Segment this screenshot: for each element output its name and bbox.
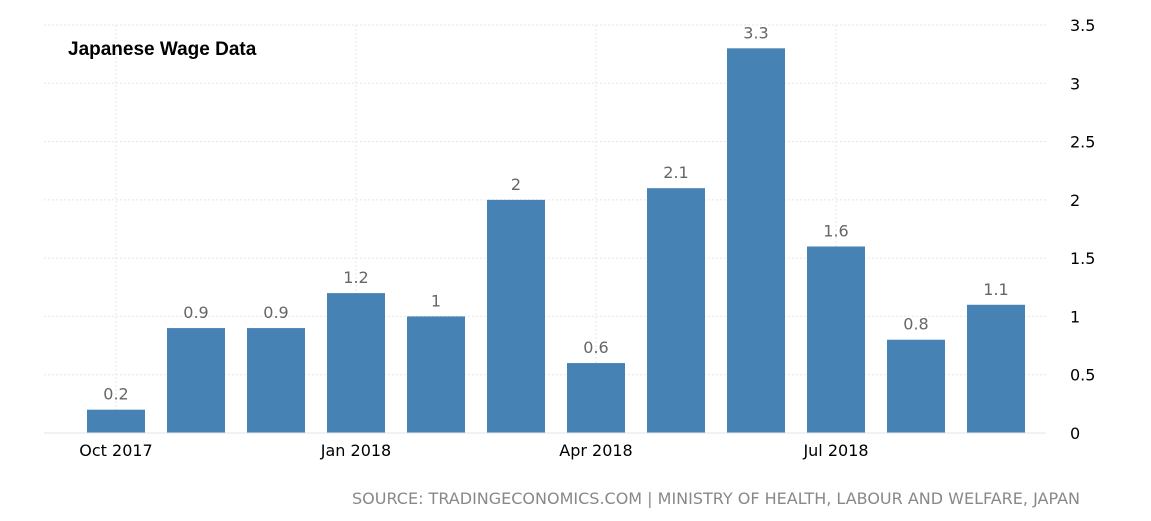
data-label: 3.3 <box>743 23 768 42</box>
data-label: 0.9 <box>183 303 208 322</box>
data-label: 1.2 <box>343 268 368 287</box>
bar <box>407 316 465 433</box>
axis-layer: 0 0.5 1 1.5 2 2.5 3 3.5 Oct 2017 Jan 2018 Apr 2018… <box>44 16 1095 460</box>
bar <box>87 409 145 433</box>
data-label: 0.2 <box>103 385 128 404</box>
x-tick-label: Apr 2018 <box>559 441 632 460</box>
chart-title: Japanese Wage Data <box>68 39 257 60</box>
y-tick-label: 2 <box>1070 191 1080 210</box>
data-label: 0.6 <box>583 338 608 357</box>
data-label: 2.1 <box>663 163 688 182</box>
y-tick-label: 1.5 <box>1070 249 1095 268</box>
data-label: 0.9 <box>263 303 288 322</box>
y-tick-label: 0 <box>1070 424 1080 443</box>
bar-layer <box>87 48 1025 434</box>
bar <box>807 246 865 433</box>
bar <box>247 328 305 433</box>
source-attribution: SOURCE: TRADINGECONOMICS.COM | MINISTRY … <box>352 489 1080 508</box>
data-label: 0.8 <box>903 315 928 334</box>
bar <box>647 188 705 433</box>
bar <box>567 363 625 433</box>
bar <box>167 328 225 433</box>
data-label: 1 <box>431 291 441 310</box>
y-tick-label: 3.5 <box>1070 16 1095 35</box>
data-label: 1.1 <box>983 280 1008 299</box>
y-tick-label: 3 <box>1070 74 1080 93</box>
bar <box>887 339 945 433</box>
y-tick-label: 2.5 <box>1070 133 1095 152</box>
bar <box>967 304 1025 433</box>
bar <box>327 293 385 433</box>
y-tick-label: 0.5 <box>1070 366 1095 385</box>
data-label: 1.6 <box>823 221 848 240</box>
x-tick-label: Jul 2018 <box>802 441 868 460</box>
x-tick-label: Oct 2017 <box>79 441 152 460</box>
bar <box>487 199 545 433</box>
label-layer: 0.2 0.9 0.9 1.2 1 2 0.6 2.1 3.3 1.6 0.8 1.1 <box>103 23 1008 403</box>
x-tick-label: Jan 2018 <box>320 441 391 460</box>
y-tick-label: 1 <box>1070 307 1080 326</box>
bar <box>727 48 785 434</box>
data-label: 2 <box>511 175 521 194</box>
